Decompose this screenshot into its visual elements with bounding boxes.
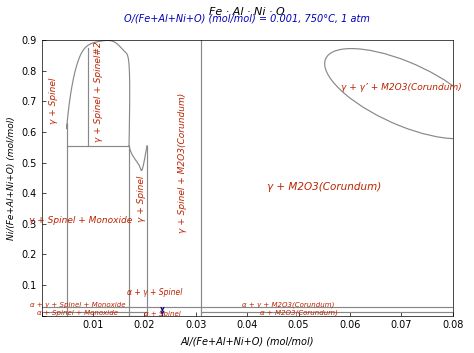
Text: α + γ + M2O3(Corundum): α + γ + M2O3(Corundum)	[242, 302, 335, 309]
Text: α + γ + Spinel: α + γ + Spinel	[127, 288, 182, 297]
Text: Fe · Al · Ni · O: Fe · Al · Ni · O	[210, 7, 285, 17]
Text: γ + Spinel: γ + Spinel	[48, 78, 57, 125]
Y-axis label: Ni/(Fe+Al+Ni+O) (mol/mol): Ni/(Fe+Al+Ni+O) (mol/mol)	[7, 116, 16, 240]
Text: γ + Spinel + Monoxide: γ + Spinel + Monoxide	[28, 216, 132, 225]
Text: α + M2O3(Corundum): α + M2O3(Corundum)	[260, 309, 337, 316]
Text: γ + γ’ + M2O3(Corundum): γ + γ’ + M2O3(Corundum)	[341, 83, 462, 92]
Text: α + Spinel + Monoxide: α + Spinel + Monoxide	[37, 310, 118, 316]
Text: γ + Spinel + Spinel#2: γ + Spinel + Spinel#2	[94, 42, 103, 142]
Text: γ + Spinel: γ + Spinel	[137, 176, 146, 222]
Title: O/(Fe+Al+Ni+O) (mol/mol) = 0.001, 750°C, 1 atm: O/(Fe+Al+Ni+O) (mol/mol) = 0.001, 750°C,…	[124, 14, 370, 24]
Text: γ + M2O3(Corundum): γ + M2O3(Corundum)	[267, 182, 381, 192]
Text: γ + Spinel + M2O3(Corundum): γ + Spinel + M2O3(Corundum)	[179, 92, 188, 233]
Text: α + γ + Spinel + Monoxide: α + γ + Spinel + Monoxide	[30, 302, 126, 308]
Text: α + Spinel: α + Spinel	[144, 311, 181, 317]
X-axis label: Al/(Fe+Al+Ni+O) (mol/mol): Al/(Fe+Al+Ni+O) (mol/mol)	[181, 336, 314, 346]
